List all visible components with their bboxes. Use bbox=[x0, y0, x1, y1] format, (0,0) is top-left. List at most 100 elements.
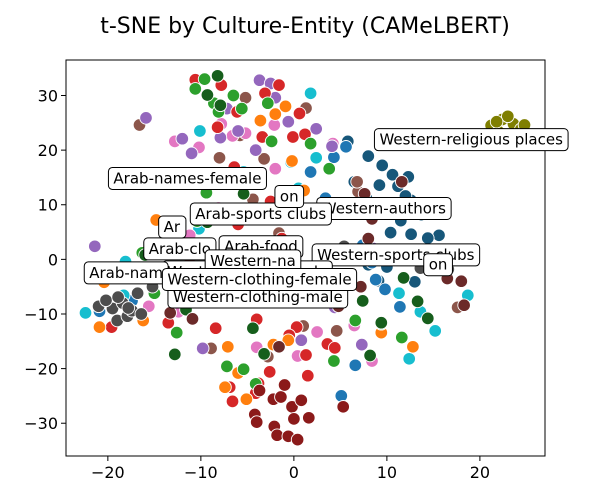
annotation-label: on bbox=[280, 187, 299, 205]
scatter-point bbox=[374, 315, 389, 330]
scatter-point bbox=[361, 149, 376, 163]
scatter-point bbox=[325, 139, 339, 154]
annotation-box bbox=[158, 215, 187, 239]
scatter-point bbox=[310, 325, 324, 339]
annotation-box bbox=[423, 253, 453, 277]
scatter-point bbox=[281, 114, 296, 129]
series-6 bbox=[88, 73, 380, 356]
scatter-point bbox=[294, 333, 309, 347]
scatter-point bbox=[139, 111, 153, 125]
scatter-point bbox=[262, 365, 277, 379]
y-tick-label: −30 bbox=[24, 414, 58, 433]
scatter-point bbox=[428, 324, 442, 338]
scatter-point bbox=[406, 340, 420, 354]
scatter-point bbox=[239, 392, 254, 406]
annotation: Western-clothing-male bbox=[167, 285, 349, 309]
scatter-point bbox=[432, 228, 446, 243]
scatter-point bbox=[264, 134, 279, 149]
scatter-point bbox=[220, 359, 234, 374]
x-tick-label: −10 bbox=[184, 463, 218, 482]
scatter-point bbox=[396, 271, 411, 285]
scatter-point bbox=[385, 167, 400, 182]
scatter-point bbox=[257, 152, 271, 166]
scatter-point bbox=[272, 78, 286, 92]
scatter-point bbox=[408, 275, 422, 289]
annotation-label: Arab-sports clubs bbox=[195, 205, 326, 223]
scatter-point bbox=[303, 136, 318, 151]
scatter-point bbox=[355, 337, 369, 352]
chart-title: t-SNE by Culture-Entity (CAMeLBERT) bbox=[100, 14, 510, 39]
scatter-point bbox=[121, 301, 136, 315]
scatter-point bbox=[294, 393, 309, 408]
scatter-point bbox=[421, 231, 435, 245]
scatter-point bbox=[184, 146, 199, 161]
scatter-point bbox=[226, 88, 241, 103]
scatter-point bbox=[327, 354, 341, 368]
scatter-point bbox=[99, 293, 113, 308]
scatter-point bbox=[393, 300, 407, 314]
scatter-point bbox=[272, 340, 286, 354]
scatter-point bbox=[274, 390, 288, 404]
y-tick-label: 20 bbox=[38, 141, 58, 160]
scatter-point bbox=[287, 412, 301, 426]
annotation-label: Western-religious places bbox=[379, 131, 563, 149]
scatter-point bbox=[501, 109, 515, 124]
annotation: on bbox=[274, 184, 305, 208]
scatter-point bbox=[236, 362, 251, 376]
annotation: Arab-clo bbox=[143, 237, 217, 261]
scatter-point bbox=[197, 72, 212, 86]
annotation-box bbox=[189, 202, 332, 226]
x-tick-label: 10 bbox=[377, 463, 397, 482]
scatter-point bbox=[277, 378, 292, 392]
scatter-point bbox=[301, 368, 315, 383]
scatter-point bbox=[402, 352, 416, 366]
y-tick-label: 30 bbox=[38, 87, 58, 106]
scatter-point bbox=[235, 101, 249, 116]
scatter-point bbox=[253, 113, 268, 128]
scatter-point bbox=[134, 307, 149, 321]
scatter-point bbox=[302, 411, 316, 425]
scatter-point bbox=[303, 165, 318, 179]
scatter-point bbox=[185, 312, 200, 326]
annotation-box bbox=[107, 166, 267, 190]
scatter-point bbox=[410, 294, 425, 309]
annotation: Western-clothing-female bbox=[161, 267, 358, 291]
scatter-point bbox=[168, 347, 182, 362]
scatter-point bbox=[322, 161, 336, 176]
annotation: Western-authors bbox=[316, 196, 452, 220]
scatter-point bbox=[200, 88, 215, 102]
scatter-point bbox=[195, 341, 210, 356]
scatter-point bbox=[285, 154, 299, 168]
scatter-point bbox=[218, 380, 232, 394]
annotation-box bbox=[274, 184, 305, 208]
scatter-point bbox=[92, 320, 107, 334]
annotation-label: Western-na bbox=[210, 252, 296, 270]
scatter-point bbox=[348, 313, 363, 328]
scatter-point bbox=[404, 227, 418, 241]
scatter-point bbox=[299, 348, 313, 362]
scatter-point bbox=[175, 131, 190, 146]
scatter-point bbox=[363, 348, 377, 363]
scatter-point bbox=[327, 150, 341, 164]
scatter-point bbox=[372, 178, 387, 192]
annotation: Ar bbox=[158, 215, 187, 239]
scatter-point bbox=[111, 290, 125, 304]
scatter-point bbox=[383, 225, 398, 240]
scatter-point bbox=[339, 140, 353, 154]
scatter-point bbox=[248, 143, 263, 157]
annotation-label: Arab-nam bbox=[89, 264, 163, 282]
annotation-label: Western-clothing-female bbox=[167, 270, 351, 288]
scatter-point bbox=[334, 389, 349, 403]
scatter-point bbox=[348, 358, 363, 373]
annotation: Western-sports clubs bbox=[311, 243, 481, 267]
scatter-point bbox=[193, 124, 207, 138]
scatter-point bbox=[221, 340, 235, 354]
scatter-point bbox=[286, 130, 300, 144]
scatter-point bbox=[329, 324, 344, 338]
ticks-layer: −20 −10 0 10 20 −30 −20 −10 0 10 20 30 bbox=[24, 87, 490, 482]
scatter-point bbox=[421, 311, 435, 326]
scatter-point bbox=[210, 69, 225, 83]
scatter-point bbox=[281, 333, 296, 347]
annotation-label: on bbox=[429, 256, 448, 274]
